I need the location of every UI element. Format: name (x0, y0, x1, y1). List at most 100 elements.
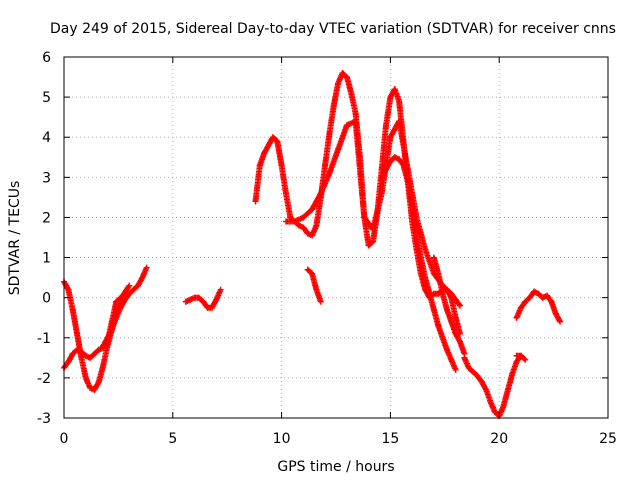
data-point (535, 290, 542, 297)
series-i (430, 254, 468, 357)
data-point (539, 294, 546, 301)
data-point (430, 254, 437, 261)
data-point (335, 80, 342, 87)
plot-frame (63, 56, 609, 419)
y-tick-label: 4 (42, 130, 51, 146)
data-point (65, 358, 72, 365)
data-point (209, 304, 215, 311)
data-point (435, 322, 442, 329)
data-point (65, 286, 72, 293)
data-point (352, 118, 359, 125)
data-point (265, 142, 272, 149)
data-point (465, 364, 472, 371)
series-l (513, 288, 564, 325)
data-point (182, 298, 189, 305)
x-tick-label: 10 (273, 431, 291, 447)
data-point (130, 286, 137, 293)
x-tick-label: 5 (168, 431, 177, 447)
data-point (448, 290, 455, 297)
data-point (509, 370, 516, 377)
data-point (119, 292, 126, 299)
data-point (448, 318, 455, 325)
data-point (309, 232, 316, 239)
data-point (435, 270, 442, 277)
data-point (383, 122, 389, 129)
x-tick-label: 20 (490, 431, 508, 447)
axis-ticks (63, 56, 609, 419)
series-g (304, 266, 324, 305)
x-axis-label: GPS time / hours (277, 459, 394, 475)
data-point (396, 98, 403, 105)
data-point (69, 350, 76, 357)
data-point (91, 350, 98, 357)
data-point (261, 150, 268, 157)
x-tick-label: 0 (60, 431, 69, 447)
data-point (439, 334, 446, 341)
data-point (106, 330, 113, 337)
data-point (339, 70, 346, 76)
data-point (200, 298, 207, 305)
data-point (100, 342, 107, 349)
data-point (522, 356, 529, 363)
data-point (317, 190, 324, 197)
data-point (439, 290, 446, 297)
data-point (291, 218, 298, 225)
data-point (348, 90, 355, 97)
data-point (322, 162, 329, 169)
data-point (113, 310, 120, 317)
data-point (304, 266, 311, 273)
data-point (252, 198, 259, 205)
data-point (309, 206, 316, 213)
data-point (483, 386, 490, 393)
x-tick-label: 15 (381, 431, 399, 447)
data-point (478, 378, 485, 385)
data-point (256, 162, 263, 169)
data-point (504, 386, 511, 393)
data-point (82, 352, 89, 359)
data-point (304, 230, 311, 237)
x-tick-labels: 0 5 10 15 20 25 (60, 431, 617, 447)
data-point (352, 110, 359, 117)
y-tick-label: 6 (42, 50, 51, 66)
data-point (544, 292, 551, 299)
data-point (69, 306, 76, 313)
data-point (522, 298, 529, 305)
data-point (87, 384, 94, 391)
data-point (452, 330, 459, 337)
y-tick-label: -1 (37, 331, 51, 347)
data-point (309, 270, 316, 277)
data-point (82, 374, 89, 381)
y-axis-label: SDTVAR / TECUs (7, 181, 23, 296)
y-tick-labels: -3 -2 -1 0 1 2 3 4 5 6 (37, 50, 51, 427)
data-point (370, 226, 376, 233)
data-point (387, 158, 394, 165)
data-point (470, 368, 477, 375)
data-point (513, 358, 520, 365)
data-point (526, 294, 533, 301)
y-tick-label: 1 (42, 251, 51, 267)
data-point (74, 346, 81, 353)
data-point (143, 264, 150, 271)
data-point (422, 274, 429, 281)
data-point (343, 74, 350, 81)
data-point (444, 346, 450, 353)
data-point (139, 274, 146, 281)
data-point (396, 156, 403, 163)
data-point (457, 302, 463, 309)
data-point (330, 102, 337, 109)
series-h (378, 154, 459, 373)
data-point (278, 162, 285, 169)
data-point (400, 162, 407, 169)
data-point (78, 348, 85, 355)
series-j (461, 352, 524, 419)
data-point (387, 134, 394, 141)
data-point (452, 366, 459, 373)
y-tick-label: 0 (42, 291, 51, 307)
data-point (378, 190, 385, 197)
series-e (252, 70, 463, 337)
data-point (513, 314, 520, 321)
data-point (500, 403, 507, 409)
data-point (396, 118, 403, 125)
